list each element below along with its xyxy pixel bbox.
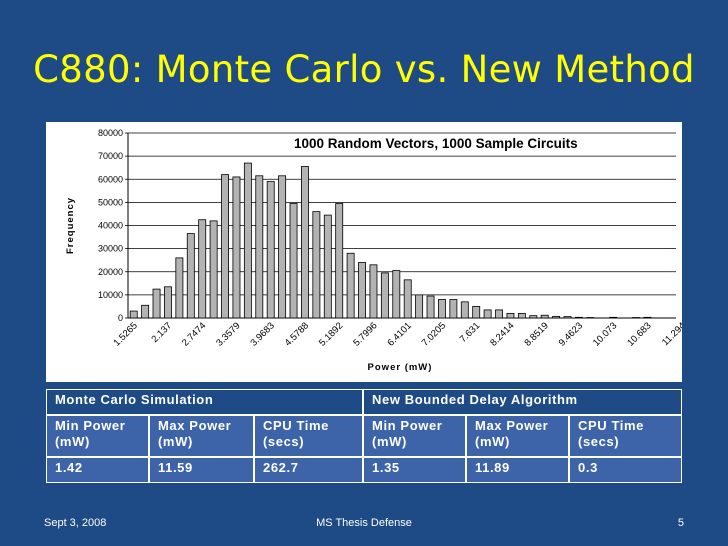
histogram-svg: 0 10000 20000 30000 40000 50000 60000 70000 8000… bbox=[65, 128, 682, 373]
histogram-bar bbox=[506, 312, 515, 319]
histogram-bar bbox=[335, 203, 344, 319]
histogram-bar bbox=[243, 162, 252, 319]
histogram-bar bbox=[517, 312, 526, 319]
histogram-bar bbox=[472, 306, 481, 319]
x-tick-label: 8.2414 bbox=[488, 320, 516, 348]
footer-date: Sept 3, 2008 bbox=[44, 517, 107, 529]
histogram-bar bbox=[563, 316, 572, 319]
x-tick-label: 2.7474 bbox=[180, 320, 208, 348]
x-tick-label: 5.1892 bbox=[317, 320, 345, 348]
histogram-bar bbox=[289, 203, 298, 319]
histogram-bar bbox=[164, 286, 172, 319]
val-mc-cpu-time: 262.7 bbox=[254, 457, 364, 483]
results-table: Monte Carlo Simulation New Bounded Delay… bbox=[46, 389, 683, 483]
val-new-max-power: 11.89 bbox=[466, 457, 570, 483]
histogram-bar bbox=[323, 214, 332, 319]
col-new-min-power: Min Power (mW) bbox=[363, 415, 467, 457]
histogram-bar bbox=[346, 252, 355, 319]
x-tick-label: 10.073 bbox=[591, 320, 619, 348]
x-tick-label: 10.683 bbox=[625, 320, 653, 348]
slide-title: C880: Monte Carlo vs. New Method bbox=[33, 48, 695, 91]
col-mc-cpu-time: CPU Time (secs) bbox=[254, 415, 364, 457]
histogram-chart: 0 10000 20000 30000 40000 50000 60000 70000 8000… bbox=[46, 122, 682, 382]
col-mc-max-power: Max Power (mW) bbox=[149, 415, 254, 457]
table-row: 1.42 11.59 262.7 1.35 11.89 0.3 bbox=[46, 457, 683, 483]
histogram-bar bbox=[483, 309, 492, 319]
col-mc-min-power: Min Power (mW) bbox=[46, 415, 149, 457]
group-bounded-delay: New Bounded Delay Algorithm bbox=[363, 389, 683, 415]
histogram-bar bbox=[358, 262, 366, 319]
y-tick-label: 30000 bbox=[98, 244, 123, 254]
histogram-bar bbox=[198, 219, 207, 319]
x-tick-label: 4.5788 bbox=[283, 320, 311, 348]
x-tick-label: 11.294 bbox=[660, 320, 682, 348]
histogram-bar bbox=[438, 299, 446, 319]
histogram-bar bbox=[175, 257, 184, 319]
x-tick-label: 9.4623 bbox=[557, 320, 585, 348]
histogram-bar bbox=[609, 316, 618, 319]
histogram-bar bbox=[278, 175, 287, 319]
histogram-bar bbox=[255, 175, 264, 319]
x-tick-label: 2.137 bbox=[149, 320, 174, 345]
x-tick-label: 8.8519 bbox=[523, 320, 551, 348]
y-tick-label: 50000 bbox=[98, 197, 123, 207]
histogram-bar bbox=[312, 211, 321, 319]
table-group-header-row: Monte Carlo Simulation New Bounded Delay… bbox=[46, 389, 683, 415]
table-column-header-row: Min Power (mW) Max Power (mW) CPU Time (… bbox=[46, 415, 683, 457]
histogram-bar bbox=[415, 294, 424, 319]
val-new-cpu-time: 0.3 bbox=[569, 457, 683, 483]
page-number: 5 bbox=[677, 517, 684, 529]
y-tick-label: 0 bbox=[118, 313, 123, 323]
x-tick-label: 7.631 bbox=[458, 320, 483, 345]
val-new-min-power: 1.35 bbox=[363, 457, 467, 483]
y-tick-label: 70000 bbox=[98, 151, 123, 161]
histogram-bar bbox=[186, 233, 195, 319]
x-tick-label: 3.9683 bbox=[249, 320, 277, 348]
histogram-bar bbox=[129, 310, 138, 319]
y-tick-label: 80000 bbox=[98, 128, 123, 138]
histogram-bar bbox=[460, 301, 469, 319]
x-tick-label: 5.7996 bbox=[351, 320, 379, 348]
histogram-bar bbox=[552, 315, 561, 319]
x-tick-label: 6.4101 bbox=[386, 320, 414, 348]
y-axis-label: Frequency bbox=[65, 197, 76, 254]
histogram-bar bbox=[540, 314, 549, 319]
col-new-max-power: Max Power (mW) bbox=[466, 415, 570, 457]
footer-title: MS Thesis Defense bbox=[316, 517, 412, 529]
histogram-bar bbox=[221, 174, 229, 319]
x-tick-label: 7.0205 bbox=[420, 320, 448, 348]
histogram-bar bbox=[495, 309, 503, 319]
group-monte-carlo: Monte Carlo Simulation bbox=[46, 389, 364, 415]
histogram-bar bbox=[392, 270, 401, 319]
histogram-bar bbox=[426, 295, 435, 319]
y-tick-label: 20000 bbox=[98, 267, 123, 277]
histogram-bar bbox=[369, 264, 378, 319]
y-tick-label: 10000 bbox=[98, 290, 123, 300]
histogram-bar bbox=[380, 272, 389, 319]
y-tick-label: 40000 bbox=[98, 221, 123, 231]
val-mc-min-power: 1.42 bbox=[46, 457, 149, 483]
x-tick-label: 1.5265 bbox=[112, 320, 140, 348]
histogram-bar bbox=[152, 288, 161, 319]
val-mc-max-power: 11.59 bbox=[149, 457, 254, 483]
histogram-bar bbox=[141, 304, 150, 319]
histogram-bar bbox=[575, 316, 583, 319]
chart-title: 1000 Random Vectors, 1000 Sample Circuit… bbox=[294, 136, 578, 151]
x-axis-label: Power (mW) bbox=[368, 362, 433, 373]
y-tick-label: 60000 bbox=[98, 174, 123, 184]
histogram-bar bbox=[449, 299, 458, 319]
histogram-bar bbox=[529, 315, 538, 319]
col-new-cpu-time: CPU Time (secs) bbox=[569, 415, 683, 457]
histogram-bar bbox=[266, 181, 275, 319]
histogram-bar bbox=[209, 220, 218, 319]
x-tick-label: 3.3579 bbox=[214, 320, 242, 348]
histogram-bar bbox=[403, 279, 412, 319]
histogram-bar bbox=[643, 316, 652, 319]
histogram-bar bbox=[232, 176, 241, 319]
histogram-bar bbox=[301, 166, 309, 319]
